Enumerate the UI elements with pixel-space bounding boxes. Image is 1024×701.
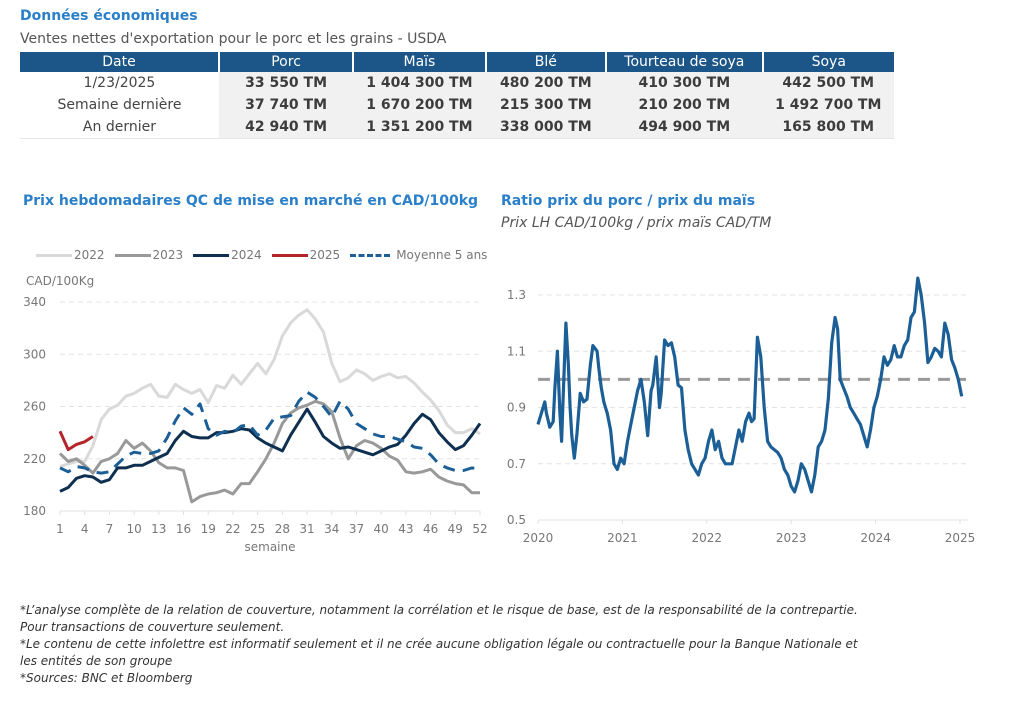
- y-tick-label: 220: [23, 452, 46, 466]
- hog-corn-ratio-chart: 0.5 0.7 0.9 1.1 1.3 2020 2021 2022 2023 2024 2025: [507, 276, 976, 545]
- y-tick-label: 1.1: [507, 344, 526, 358]
- y-axis-label: CAD/100Kg: [26, 274, 94, 288]
- cell-mais: 1 351 200 TM: [353, 116, 486, 139]
- x-tick-label: 46: [423, 522, 438, 536]
- cell-ble: 215 300 TM: [485, 94, 607, 116]
- y-tick-label: 0.9: [507, 401, 526, 415]
- cell-tourteau: 210 200 TM: [606, 94, 763, 116]
- weekly-price-chart: CAD/100Kg 180 220 260 300 340 1 4 7 10 13 16 19 22 25 2…: [23, 274, 488, 554]
- x-tick-label: 37: [349, 522, 364, 536]
- cell-mais: 1 670 200 TM: [353, 94, 486, 116]
- series-line-2022: [59, 308, 481, 469]
- table-row: Semaine dernière 37 740 TM 1 670 200 TM …: [20, 94, 894, 116]
- x-tick-label: 22: [225, 522, 240, 536]
- section-title: Données économiques: [20, 8, 198, 24]
- y-tick-label: 0.7: [507, 457, 526, 471]
- cell-mais: 1 404 300 TM: [353, 72, 486, 94]
- x-tick-label: 34: [324, 522, 339, 536]
- col-header-date: Date: [20, 52, 219, 72]
- legend-label: 2025: [309, 248, 341, 262]
- col-header-ble: Blé: [484, 52, 607, 72]
- x-tick-label: 2023: [776, 531, 807, 545]
- legend-label: 2023: [152, 248, 184, 262]
- y-tick-label: 1.3: [507, 288, 526, 302]
- col-header-porc: Porc: [217, 52, 354, 72]
- x-tick-label: 1: [56, 522, 64, 536]
- cell-tourteau: 410 300 TM: [606, 72, 763, 94]
- x-tick-label: 2021: [607, 531, 638, 545]
- x-tick-label: 7: [106, 522, 114, 536]
- x-tick-label: 28: [275, 522, 290, 536]
- x-tick-label: 4: [81, 522, 89, 536]
- x-tick-label: 2022: [692, 531, 723, 545]
- table-row: An dernier 42 940 TM 1 351 200 TM 338 00…: [20, 116, 894, 139]
- y-tick-label: 0.5: [507, 513, 526, 527]
- cell-soya: 165 800 TM: [762, 116, 894, 139]
- x-tick-label: 10: [126, 522, 141, 536]
- legend-item-5yr-avg: Moyenne 5 ans: [350, 248, 487, 262]
- legend-label: Moyenne 5 ans: [396, 248, 488, 262]
- x-tick-label: 2025: [945, 531, 976, 545]
- y-tick-label: 260: [23, 400, 46, 414]
- x-tick-label: 2020: [523, 531, 554, 545]
- y-tick-label: 340: [23, 295, 46, 309]
- y-tick-label: 180: [23, 504, 46, 518]
- right-chart-subtitle: Prix LH CAD/100kg / prix maïs CAD/TM: [501, 215, 772, 231]
- x-tick-label: 2024: [860, 531, 891, 545]
- series-line-2025: [58, 430, 94, 452]
- x-tick-label: 25: [250, 522, 265, 536]
- cell-date: 1/23/2025: [20, 72, 219, 94]
- legend-label: 2024: [231, 248, 262, 262]
- footnote: *Sources: BNC et Bloomberg: [20, 671, 193, 685]
- x-tick-label: 31: [299, 522, 314, 536]
- footnote: *Le contenu de cette infolettre est info…: [20, 637, 858, 668]
- series-line-moyenne-5-ans: [59, 390, 481, 475]
- cell-soya: 442 500 TM: [762, 72, 894, 94]
- cell-ble: 480 200 TM: [485, 72, 607, 94]
- legend-swatch: [350, 253, 391, 257]
- x-tick-label: 40: [374, 522, 389, 536]
- export-sales-table: Date Porc Maïs Blé Tourteau de soya Soya…: [20, 52, 894, 139]
- table-caption: Ventes nettes d'exportation pour le porc…: [20, 31, 447, 47]
- legend-swatch: [193, 253, 230, 257]
- x-tick-label: 13: [151, 522, 166, 536]
- cell-ble: 338 000 TM: [485, 116, 607, 139]
- footnote: *L’analyse complète de la relation de co…: [20, 603, 858, 634]
- cell-porc: 42 940 TM: [218, 116, 354, 139]
- left-chart-legend: 2022 2023 2024 2025 Moyenne 5 ans: [36, 248, 497, 262]
- legend-swatch: [271, 253, 308, 257]
- legend-label: 2022: [74, 248, 105, 262]
- cell-date: An dernier: [20, 116, 219, 139]
- x-axis-label: semaine: [245, 540, 296, 554]
- legend-item-2022: 2022: [36, 248, 105, 262]
- x-tick-label: 16: [176, 522, 191, 536]
- series-line-2023: [58, 399, 480, 504]
- left-chart-title: Prix hebdomadaires QC de mise en marché …: [23, 193, 479, 209]
- x-tick-label: 19: [201, 522, 216, 536]
- legend-swatch: [36, 253, 72, 257]
- cell-tourteau: 494 900 TM: [606, 116, 763, 139]
- cell-soya: 1 492 700 TM: [762, 94, 894, 116]
- cell-porc: 37 740 TM: [218, 94, 354, 116]
- col-header-mais: Maïs: [352, 52, 486, 72]
- x-tick-label: 43: [398, 522, 413, 536]
- table-row: 1/23/2025 33 550 TM 1 404 300 TM 480 200…: [20, 72, 894, 94]
- legend-item-2024: 2024: [193, 248, 262, 262]
- legend-swatch: [114, 253, 151, 257]
- footnotes: *L’analyse complète de la relation de co…: [20, 602, 860, 687]
- col-header-soya: Soya: [761, 52, 894, 72]
- legend-item-2023: 2023: [114, 248, 184, 262]
- col-header-tourteau: Tourteau de soya: [605, 52, 763, 72]
- right-chart-title: Ratio prix du porc / prix du maïs: [501, 193, 756, 209]
- table-header-row: Date Porc Maïs Blé Tourteau de soya Soya: [20, 52, 894, 72]
- legend-item-2025: 2025: [271, 248, 341, 262]
- y-tick-label: 300: [23, 347, 46, 361]
- x-tick-label: 52: [472, 522, 487, 536]
- cell-date: Semaine dernière: [20, 94, 219, 116]
- cell-porc: 33 550 TM: [218, 72, 354, 94]
- series-line-ratio: [536, 276, 964, 494]
- series-line-2024: [59, 407, 482, 493]
- x-tick-label: 49: [448, 522, 463, 536]
